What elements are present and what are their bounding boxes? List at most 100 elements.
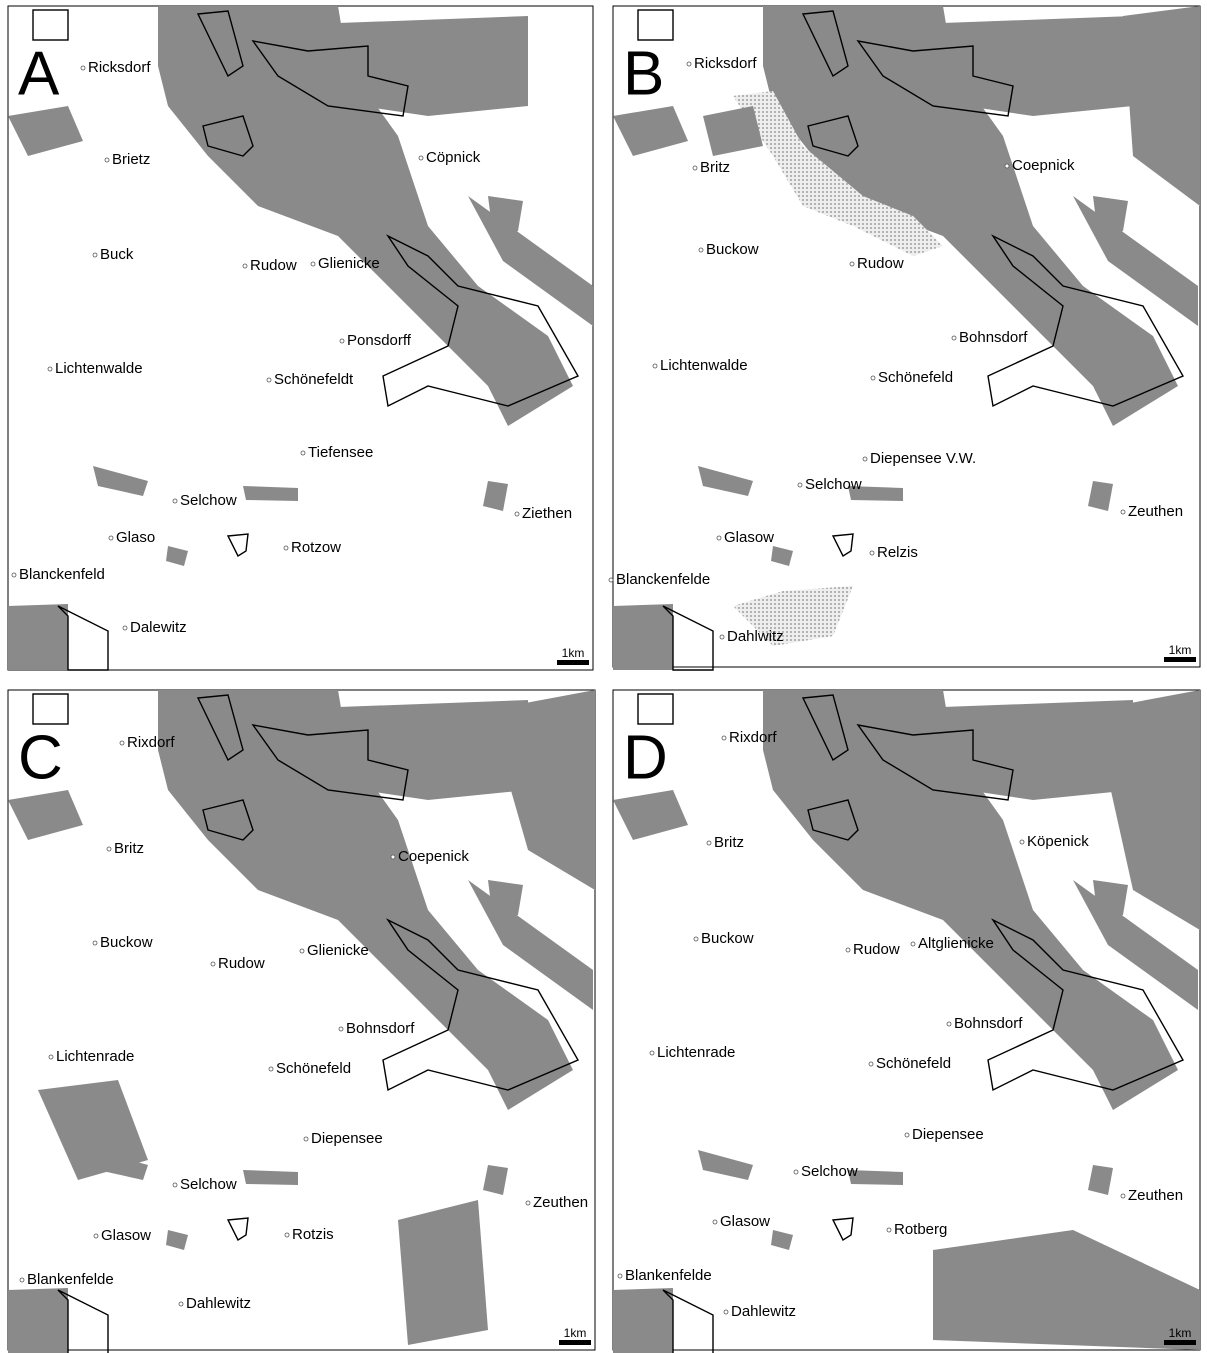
- place-label: Altglienicke: [918, 935, 994, 952]
- place-marker: [105, 158, 109, 162]
- place-marker: [123, 626, 127, 630]
- place-label: Schönefeld: [876, 1055, 951, 1072]
- place-marker: [20, 1278, 24, 1282]
- place-label: Dahlewitz: [186, 1295, 251, 1312]
- place-marker: [609, 578, 613, 582]
- panel-letter: C: [18, 723, 63, 792]
- place-label: Glienicke: [318, 255, 380, 272]
- place-label: Lichtenrade: [56, 1048, 134, 1065]
- scale-label: 1km: [1169, 643, 1192, 657]
- place-label: Zeuthen: [533, 1194, 588, 1211]
- place-label: Rotberg: [894, 1221, 947, 1238]
- place-label: Britz: [114, 840, 144, 857]
- place-label: Selchow: [801, 1163, 858, 1180]
- place-marker: [284, 546, 288, 550]
- place-label: Glasow: [720, 1213, 770, 1230]
- place-marker: [699, 248, 703, 252]
- place-marker: [515, 512, 519, 516]
- place-marker: [419, 156, 423, 160]
- place-marker: [618, 1274, 622, 1278]
- place-marker: [107, 847, 111, 851]
- place-marker: [911, 942, 915, 946]
- place-label: Köpenick: [1027, 833, 1089, 850]
- place-label: Rudow: [250, 257, 297, 274]
- land-patch: [398, 1200, 488, 1345]
- panel-letter: D: [623, 723, 668, 792]
- place-label: Rotzow: [291, 539, 341, 556]
- place-label: Dahlwitz: [727, 628, 784, 645]
- place-label: Britz: [700, 159, 730, 176]
- panel-d: [613, 690, 1200, 1353]
- place-label: Dahlewitz: [731, 1303, 796, 1320]
- place-label: Blankenfelde: [625, 1267, 712, 1284]
- place-marker: [798, 483, 802, 487]
- place-marker: [869, 1062, 873, 1066]
- place-label: Blanckenfelde: [616, 571, 710, 588]
- place-label: Britz: [714, 834, 744, 851]
- scale-label: 1km: [564, 1326, 587, 1340]
- place-marker: [243, 264, 247, 268]
- place-label: Schönefeldt: [274, 371, 354, 388]
- place-marker: [340, 339, 344, 343]
- panel-c: [8, 690, 595, 1353]
- panel-letter: A: [18, 39, 60, 108]
- place-marker: [1005, 164, 1009, 168]
- place-marker: [94, 1234, 98, 1238]
- place-label: Schönefeld: [878, 369, 953, 386]
- place-label: Rudow: [857, 255, 904, 272]
- place-marker: [693, 166, 697, 170]
- place-marker: [794, 1170, 798, 1174]
- place-label: Blankenfelde: [27, 1271, 114, 1288]
- place-marker: [724, 1310, 728, 1314]
- place-label: Zeuthen: [1128, 503, 1183, 520]
- place-label: Diepensee: [912, 1126, 984, 1143]
- place-label: Buckow: [706, 241, 759, 258]
- place-marker: [48, 367, 52, 371]
- place-marker: [653, 364, 657, 368]
- map-figure: ARicksdorfBrietzCöpnickBuckRudowGlienick…: [0, 0, 1207, 1353]
- place-label: Rudow: [853, 941, 900, 958]
- place-marker: [173, 1183, 177, 1187]
- place-marker: [871, 376, 875, 380]
- place-label: Glasow: [724, 529, 774, 546]
- place-label: Blanckenfeld: [19, 566, 105, 583]
- place-marker: [526, 1201, 530, 1205]
- place-marker: [846, 948, 850, 952]
- place-label: Ricksdorf: [88, 59, 151, 76]
- place-marker: [713, 1220, 717, 1224]
- place-marker: [391, 855, 395, 859]
- place-marker: [722, 736, 726, 740]
- place-label: Bohnsdorf: [954, 1015, 1023, 1032]
- place-label: Glienicke: [307, 942, 369, 959]
- place-label: Buck: [100, 246, 134, 263]
- place-marker: [311, 262, 315, 266]
- place-label: Buckow: [100, 934, 153, 951]
- place-marker: [300, 949, 304, 953]
- panel-letter: B: [623, 39, 664, 108]
- scale-bar: [559, 1340, 591, 1345]
- place-label: Diepensee: [311, 1130, 383, 1147]
- scale-bar: [557, 660, 589, 665]
- place-label: Relzis: [877, 544, 918, 561]
- place-marker: [179, 1302, 183, 1306]
- place-label: Ricksdorf: [694, 55, 757, 72]
- place-label: Tiefensee: [308, 444, 373, 461]
- place-marker: [1121, 1194, 1125, 1198]
- place-marker: [863, 457, 867, 461]
- place-label: Cöpnick: [426, 149, 481, 166]
- place-marker: [12, 573, 16, 577]
- place-marker: [93, 253, 97, 257]
- place-marker: [850, 262, 854, 266]
- place-label: Selchow: [180, 492, 237, 509]
- place-marker: [707, 841, 711, 845]
- place-marker: [1121, 510, 1125, 514]
- place-label: Coepnick: [1012, 157, 1075, 174]
- place-marker: [269, 1067, 273, 1071]
- place-marker: [173, 499, 177, 503]
- place-marker: [267, 378, 271, 382]
- place-marker: [120, 741, 124, 745]
- scale-label: 1km: [1169, 1326, 1192, 1340]
- place-marker: [93, 941, 97, 945]
- place-marker: [720, 635, 724, 639]
- place-marker: [870, 551, 874, 555]
